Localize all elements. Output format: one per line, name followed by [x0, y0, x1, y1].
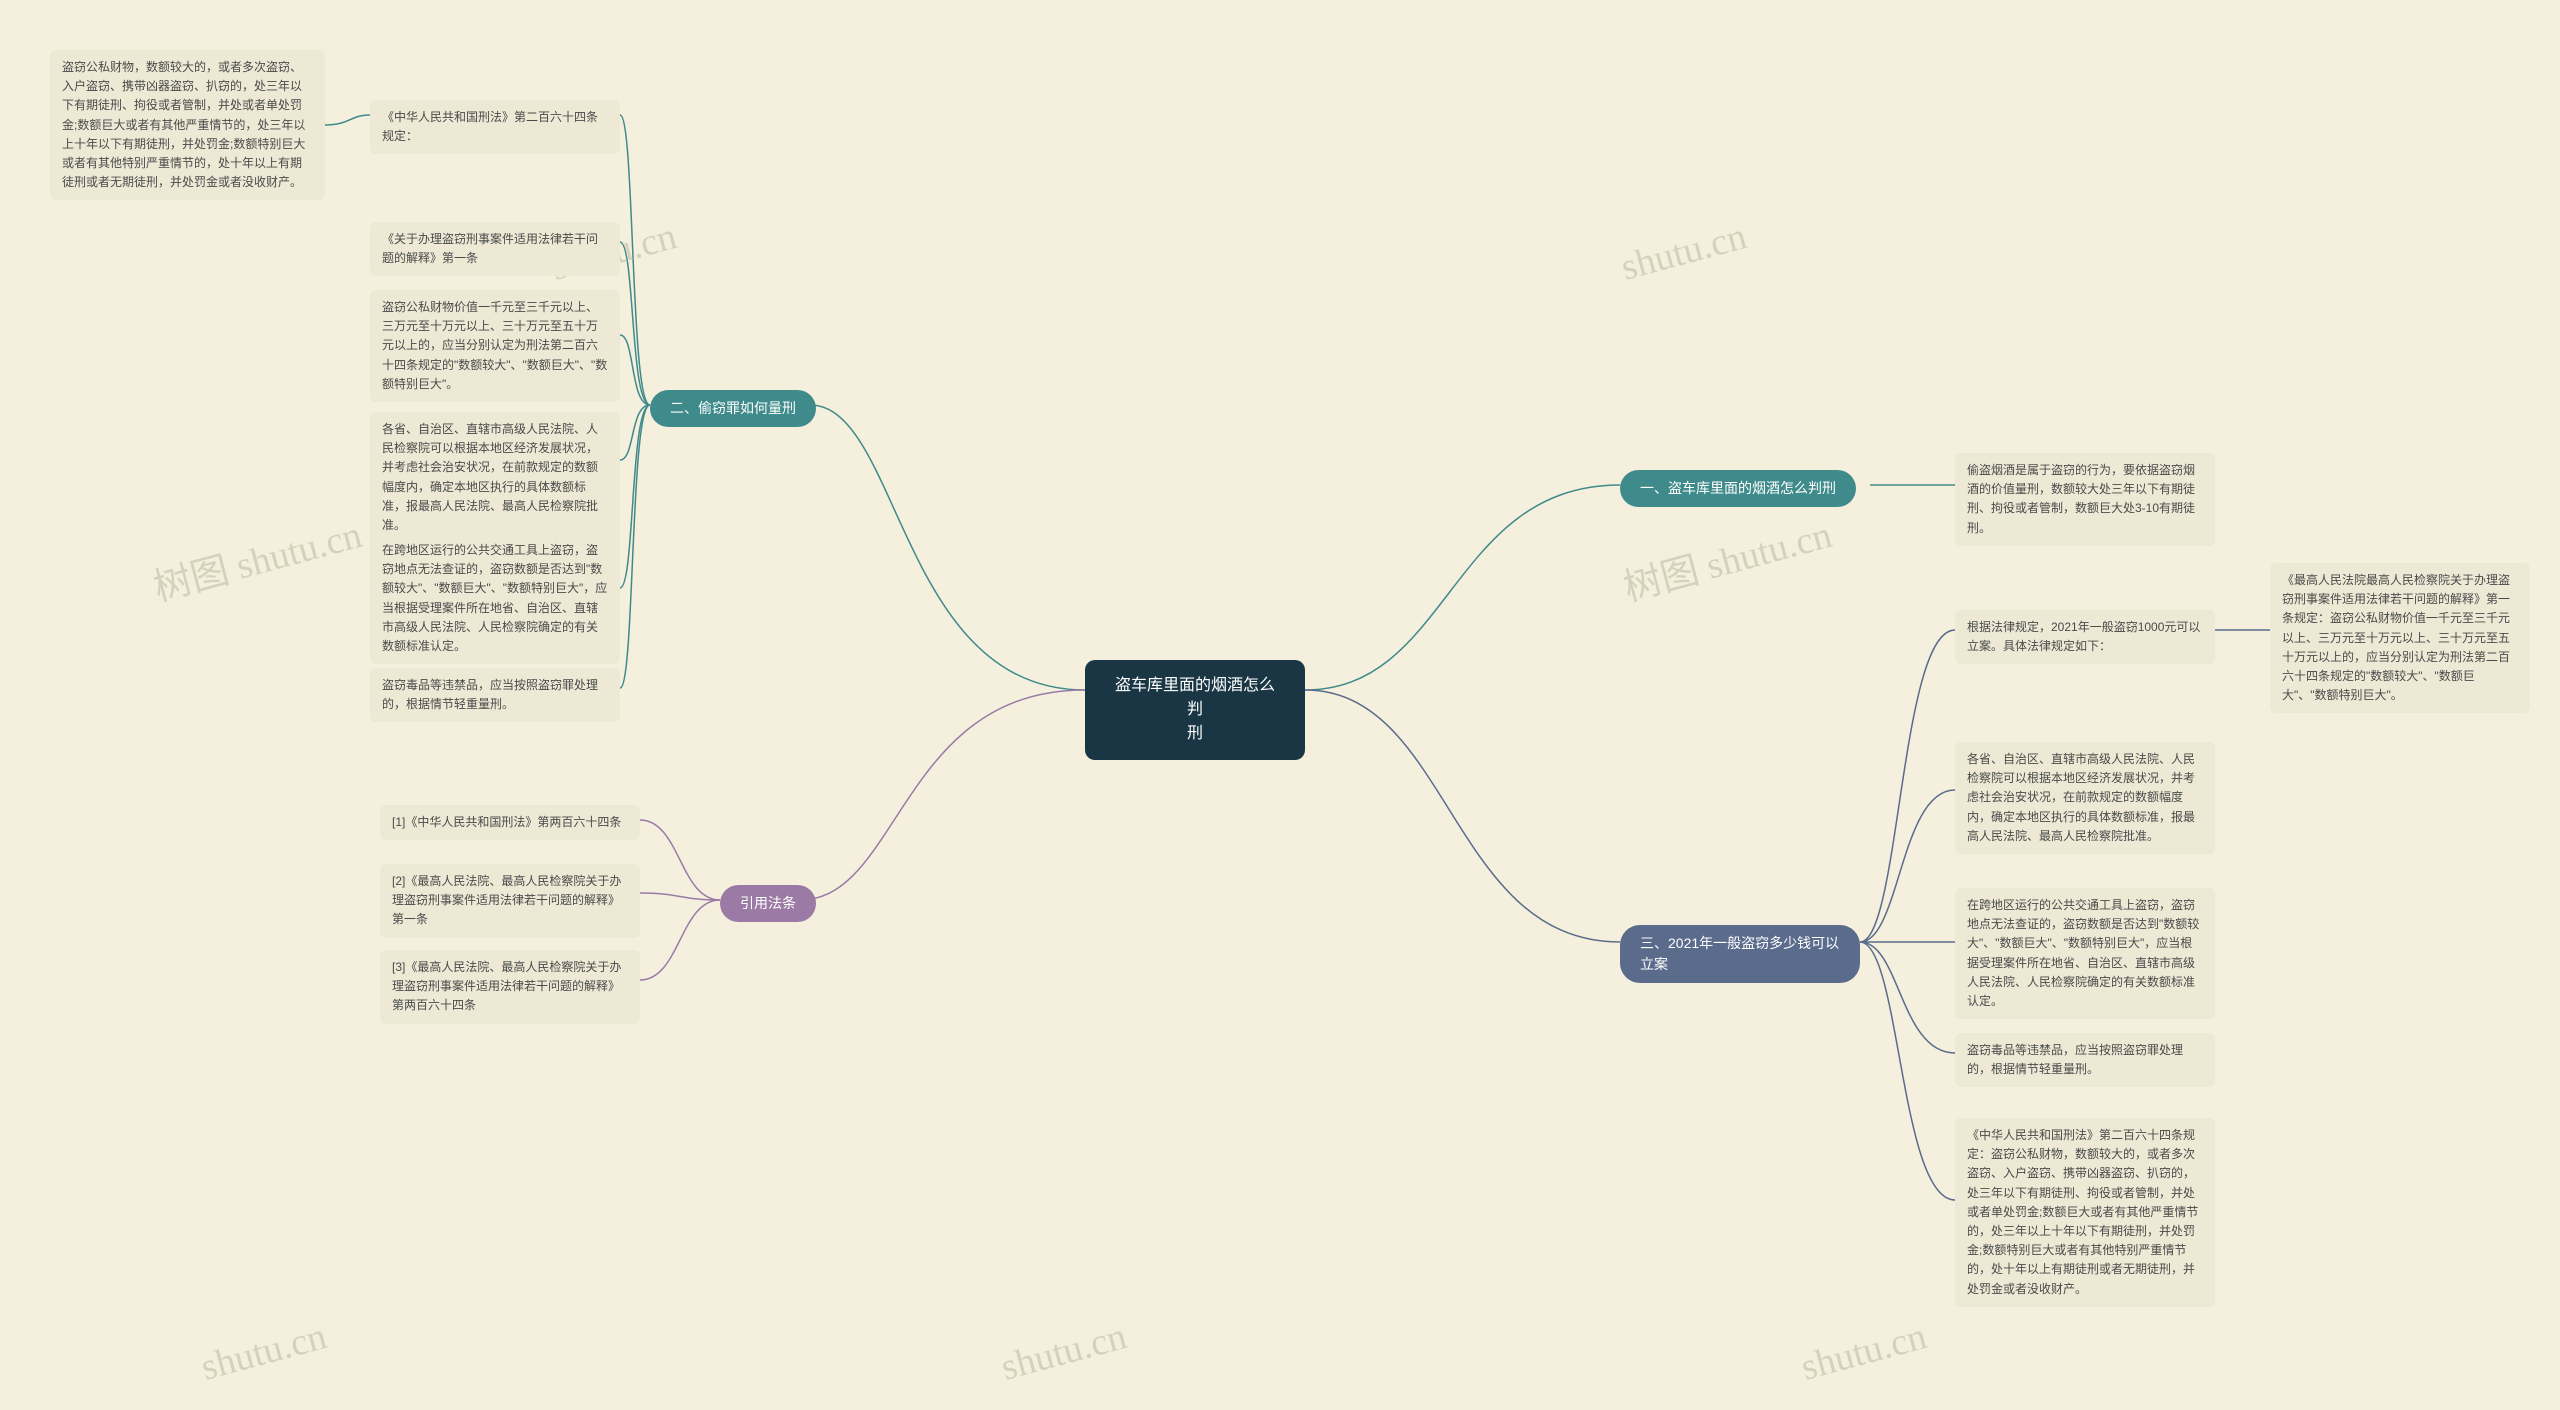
connector-b2-l2: [620, 335, 650, 405]
branch-node-b1[interactable]: 一、盗车库里面的烟酒怎么判刑: [1620, 470, 1856, 507]
connector-center-b4: [800, 690, 1085, 900]
watermark: shutu.cn: [1796, 1314, 1931, 1390]
leaf-node[interactable]: [1]《中华人民共和国刑法》第两百六十四条: [380, 805, 640, 840]
connector-b3-l4: [1860, 942, 1955, 1200]
branch-node-b4[interactable]: 引用法条: [720, 885, 816, 922]
connector-b2-l1: [620, 242, 650, 405]
leaf-node[interactable]: 盗窃毒品等违禁品，应当按照盗窃罪处理的，根据情节轻重量刑。: [1955, 1033, 2215, 1087]
connector-b4-l0: [640, 820, 720, 900]
center-node[interactable]: 盗车库里面的烟酒怎么判刑: [1085, 660, 1305, 760]
connector-b4-l2: [640, 900, 720, 980]
watermark: 树图 shutu.cn: [1617, 503, 1837, 611]
leaf-node[interactable]: 根据法律规定，2021年一般盗窃1000元可以立案。具体法律规定如下：: [1955, 610, 2215, 664]
connector-b2-l5: [620, 405, 650, 688]
leaf-node[interactable]: 盗窃公私财物价值一千元至三千元以上、三万元至十万元以上、三十万元至五十万元以上的…: [370, 290, 620, 402]
watermark: shutu.cn: [196, 1314, 331, 1390]
leaf-node[interactable]: 在跨地区运行的公共交通工具上盗窃，盗窃地点无法查证的，盗窃数额是否达到"数额较大…: [1955, 888, 2215, 1019]
leaf-node[interactable]: 《中华人民共和国刑法》第二百六十四条规定：: [370, 100, 620, 154]
branch-node-b2[interactable]: 二、偷窃罪如何量刑: [650, 390, 816, 427]
leaf-node[interactable]: 《中华人民共和国刑法》第二百六十四条规定：盗窃公私财物，数额较大的，或者多次盗窃…: [1955, 1118, 2215, 1307]
watermark: 树图 shutu.cn: [147, 503, 367, 611]
connector-b2-l4: [620, 405, 650, 588]
connector-b3-l0: [1860, 630, 1955, 942]
watermark: shutu.cn: [996, 1314, 1131, 1390]
watermark: shutu.cn: [1616, 214, 1751, 290]
branch-node-b3[interactable]: 三、2021年一般盗窃多少钱可以立案: [1620, 925, 1860, 983]
connector-b3-l3: [1860, 942, 1955, 1053]
leaf-node[interactable]: 盗窃毒品等违禁品，应当按照盗窃罪处理的，根据情节轻重量刑。: [370, 668, 620, 722]
connector-b3-l1: [1860, 790, 1955, 942]
leaf-node[interactable]: 《关于办理盗窃刑事案件适用法律若干问题的解释》第一条: [370, 222, 620, 276]
connector-b2-l0-s0: [325, 115, 370, 125]
leaf-node[interactable]: 在跨地区运行的公共交通工具上盗窃，盗窃地点无法查证的，盗窃数额是否达到"数额较大…: [370, 533, 620, 664]
connector-center-b3: [1305, 690, 1620, 942]
leaf-node[interactable]: 《最高人民法院最高人民检察院关于办理盗窃刑事案件适用法律若干问题的解释》第一条规…: [2270, 563, 2530, 713]
connector-b2-l0: [620, 115, 650, 405]
connector-b4-l1: [640, 893, 720, 900]
leaf-node[interactable]: 盗窃公私财物，数额较大的，或者多次盗窃、入户盗窃、携带凶器盗窃、扒窃的，处三年以…: [50, 50, 325, 200]
connector-center-b1: [1305, 485, 1620, 690]
connector-center-b2: [810, 405, 1085, 690]
leaf-node[interactable]: 各省、自治区、直辖市高级人民法院、人民检察院可以根据本地区经济发展状况，并考虑社…: [370, 412, 620, 543]
leaf-node[interactable]: 各省、自治区、直辖市高级人民法院、人民检察院可以根据本地区经济发展状况，并考虑社…: [1955, 742, 2215, 854]
leaf-node[interactable]: [3]《最高人民法院、最高人民检察院关于办理盗窃刑事案件适用法律若干问题的解释》…: [380, 950, 640, 1024]
leaf-node[interactable]: [2]《最高人民法院、最高人民检察院关于办理盗窃刑事案件适用法律若干问题的解释》…: [380, 864, 640, 938]
leaf-node[interactable]: 偷盗烟酒是属于盗窃的行为，要依据盗窃烟酒的价值量刑，数额较大处三年以下有期徒刑、…: [1955, 453, 2215, 546]
connector-b2-l3: [620, 405, 650, 460]
